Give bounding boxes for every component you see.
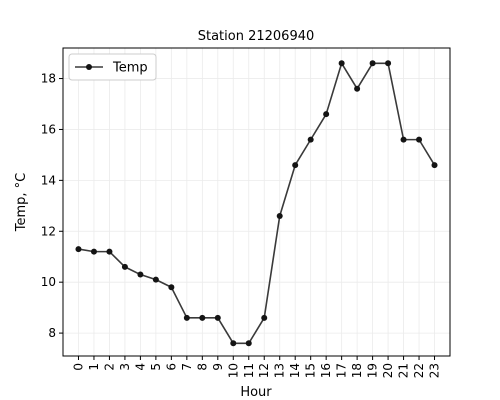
data-point — [323, 111, 330, 118]
data-point — [168, 284, 175, 291]
data-point — [369, 60, 376, 67]
x-tick-label: 19 — [366, 363, 380, 378]
x-tick-label: 1 — [87, 363, 101, 371]
data-point — [354, 85, 361, 92]
x-tick-label: 9 — [211, 363, 225, 371]
data-point — [385, 60, 392, 67]
data-point — [214, 314, 221, 321]
data-point — [230, 340, 237, 347]
data-point — [199, 314, 206, 321]
x-tick-label: 16 — [319, 363, 333, 378]
x-tick-label: 5 — [149, 363, 163, 371]
y-tick-label: 18 — [41, 72, 56, 86]
y-axis: 8 10 12 14 16 18 — [41, 72, 63, 340]
x-tick-label: 2 — [102, 363, 116, 371]
data-point — [106, 248, 113, 255]
series-layer — [75, 60, 438, 347]
x-tick-label: 4 — [133, 363, 147, 371]
data-point — [152, 276, 159, 283]
data-point — [261, 314, 268, 321]
data-point — [137, 271, 144, 278]
data-point — [338, 60, 345, 67]
y-tick-label: 16 — [41, 122, 56, 136]
x-tick-label: 13 — [273, 363, 287, 378]
x-tick-label: 23 — [428, 363, 442, 378]
data-point — [90, 248, 97, 255]
data-point — [400, 136, 407, 143]
x-tick-label: 14 — [288, 363, 302, 378]
y-tick-label: 12 — [41, 224, 56, 238]
data-point — [183, 314, 190, 321]
x-tick-label: 15 — [304, 363, 318, 378]
y-tick-label: 10 — [41, 275, 56, 289]
data-point — [416, 136, 423, 143]
data-point — [307, 136, 314, 143]
y-tick-label: 8 — [48, 326, 56, 340]
grid-lines — [63, 48, 450, 356]
data-point — [276, 213, 283, 219]
x-axis-label: Hour — [240, 385, 272, 400]
x-axis: 0 1 2 3 4 5 6 7 8 9 10 11 12 13 14 15 16 17 18 19 20 21 22 23 — [71, 356, 442, 378]
legend-marker-swatch — [86, 64, 92, 70]
chart-title: Station 21206940 — [198, 29, 315, 44]
data-point — [245, 340, 252, 347]
y-axis-label: Temp, °C — [14, 173, 29, 233]
x-tick-label: 10 — [226, 363, 240, 378]
x-tick-label: 21 — [397, 363, 411, 378]
y-tick-label: 14 — [41, 173, 56, 187]
x-tick-label: 7 — [180, 363, 194, 371]
data-point — [75, 246, 82, 253]
x-tick-label: 17 — [335, 363, 349, 378]
x-tick-label: 6 — [164, 363, 178, 371]
data-point — [121, 263, 128, 270]
legend: Temp — [68, 53, 157, 81]
plot-frame — [62, 47, 451, 357]
x-tick-label: 18 — [350, 363, 364, 378]
x-tick-label: 12 — [257, 363, 271, 378]
legend-box — [68, 53, 157, 81]
data-point — [292, 162, 299, 169]
x-tick-label: 3 — [118, 363, 132, 371]
x-tick-label: 20 — [381, 363, 395, 378]
x-tick-label: 22 — [412, 363, 426, 378]
series-line-temp — [78, 62, 436, 345]
x-tick-label: 8 — [195, 363, 209, 371]
x-tick-label: 11 — [242, 363, 256, 378]
legend-label-temp: Temp — [112, 61, 148, 76]
x-tick-label: 0 — [71, 363, 85, 371]
data-point — [431, 162, 438, 169]
